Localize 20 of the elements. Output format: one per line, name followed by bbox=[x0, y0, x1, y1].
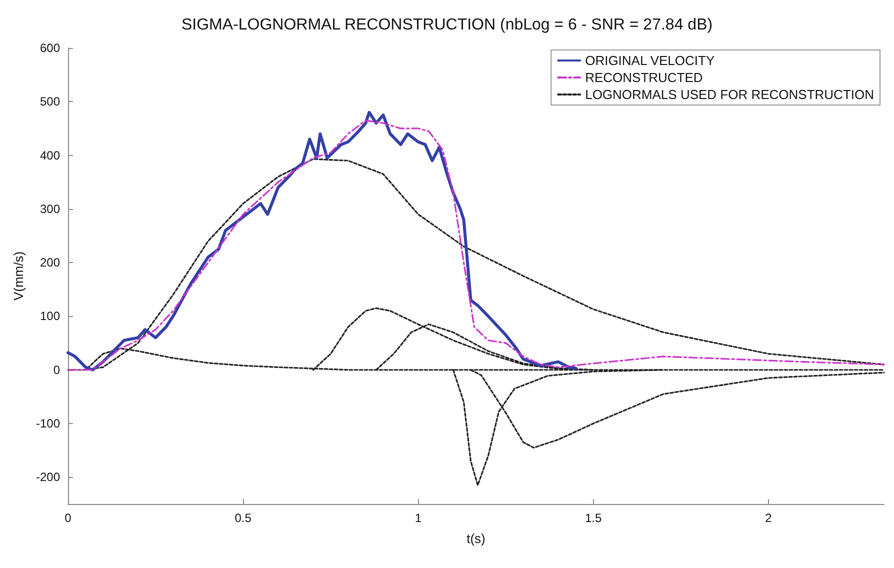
y-tick-label: 200 bbox=[40, 256, 60, 270]
x-tick-label: 1.5 bbox=[584, 511, 602, 525]
y-tick-label: -100 bbox=[36, 416, 60, 431]
legend-label: LOGNORMALS USED FOR RECONSTRUCTION bbox=[585, 87, 874, 102]
y-axis-title: V(mm/s) bbox=[11, 251, 26, 301]
legend-label: ORIGINAL VELOCITY bbox=[585, 53, 715, 68]
y-tick-label: 100 bbox=[40, 309, 60, 324]
x-axis-title: t(s) bbox=[466, 531, 486, 546]
chart-title: SIGMA-LOGNORMAL RECONSTRUCTION (nbLog = 6 - SNR = 27.84 dB) bbox=[181, 16, 713, 34]
y-tick-label: 0 bbox=[53, 362, 60, 377]
y-tick-label: 500 bbox=[40, 94, 60, 109]
x-tick-label: 0 bbox=[64, 511, 72, 525]
x-tick-label: 2 bbox=[765, 511, 772, 525]
y-tick-label: 400 bbox=[40, 148, 60, 162]
y-tick-label: -200 bbox=[36, 470, 60, 484]
x-tick-label: 0.5 bbox=[234, 511, 252, 525]
legend-label: RECONSTRUCTED bbox=[585, 70, 703, 85]
y-tick-label: 300 bbox=[40, 202, 60, 216]
y-tick-label: 600 bbox=[40, 41, 60, 55]
x-tick-label: 1 bbox=[414, 511, 422, 525]
